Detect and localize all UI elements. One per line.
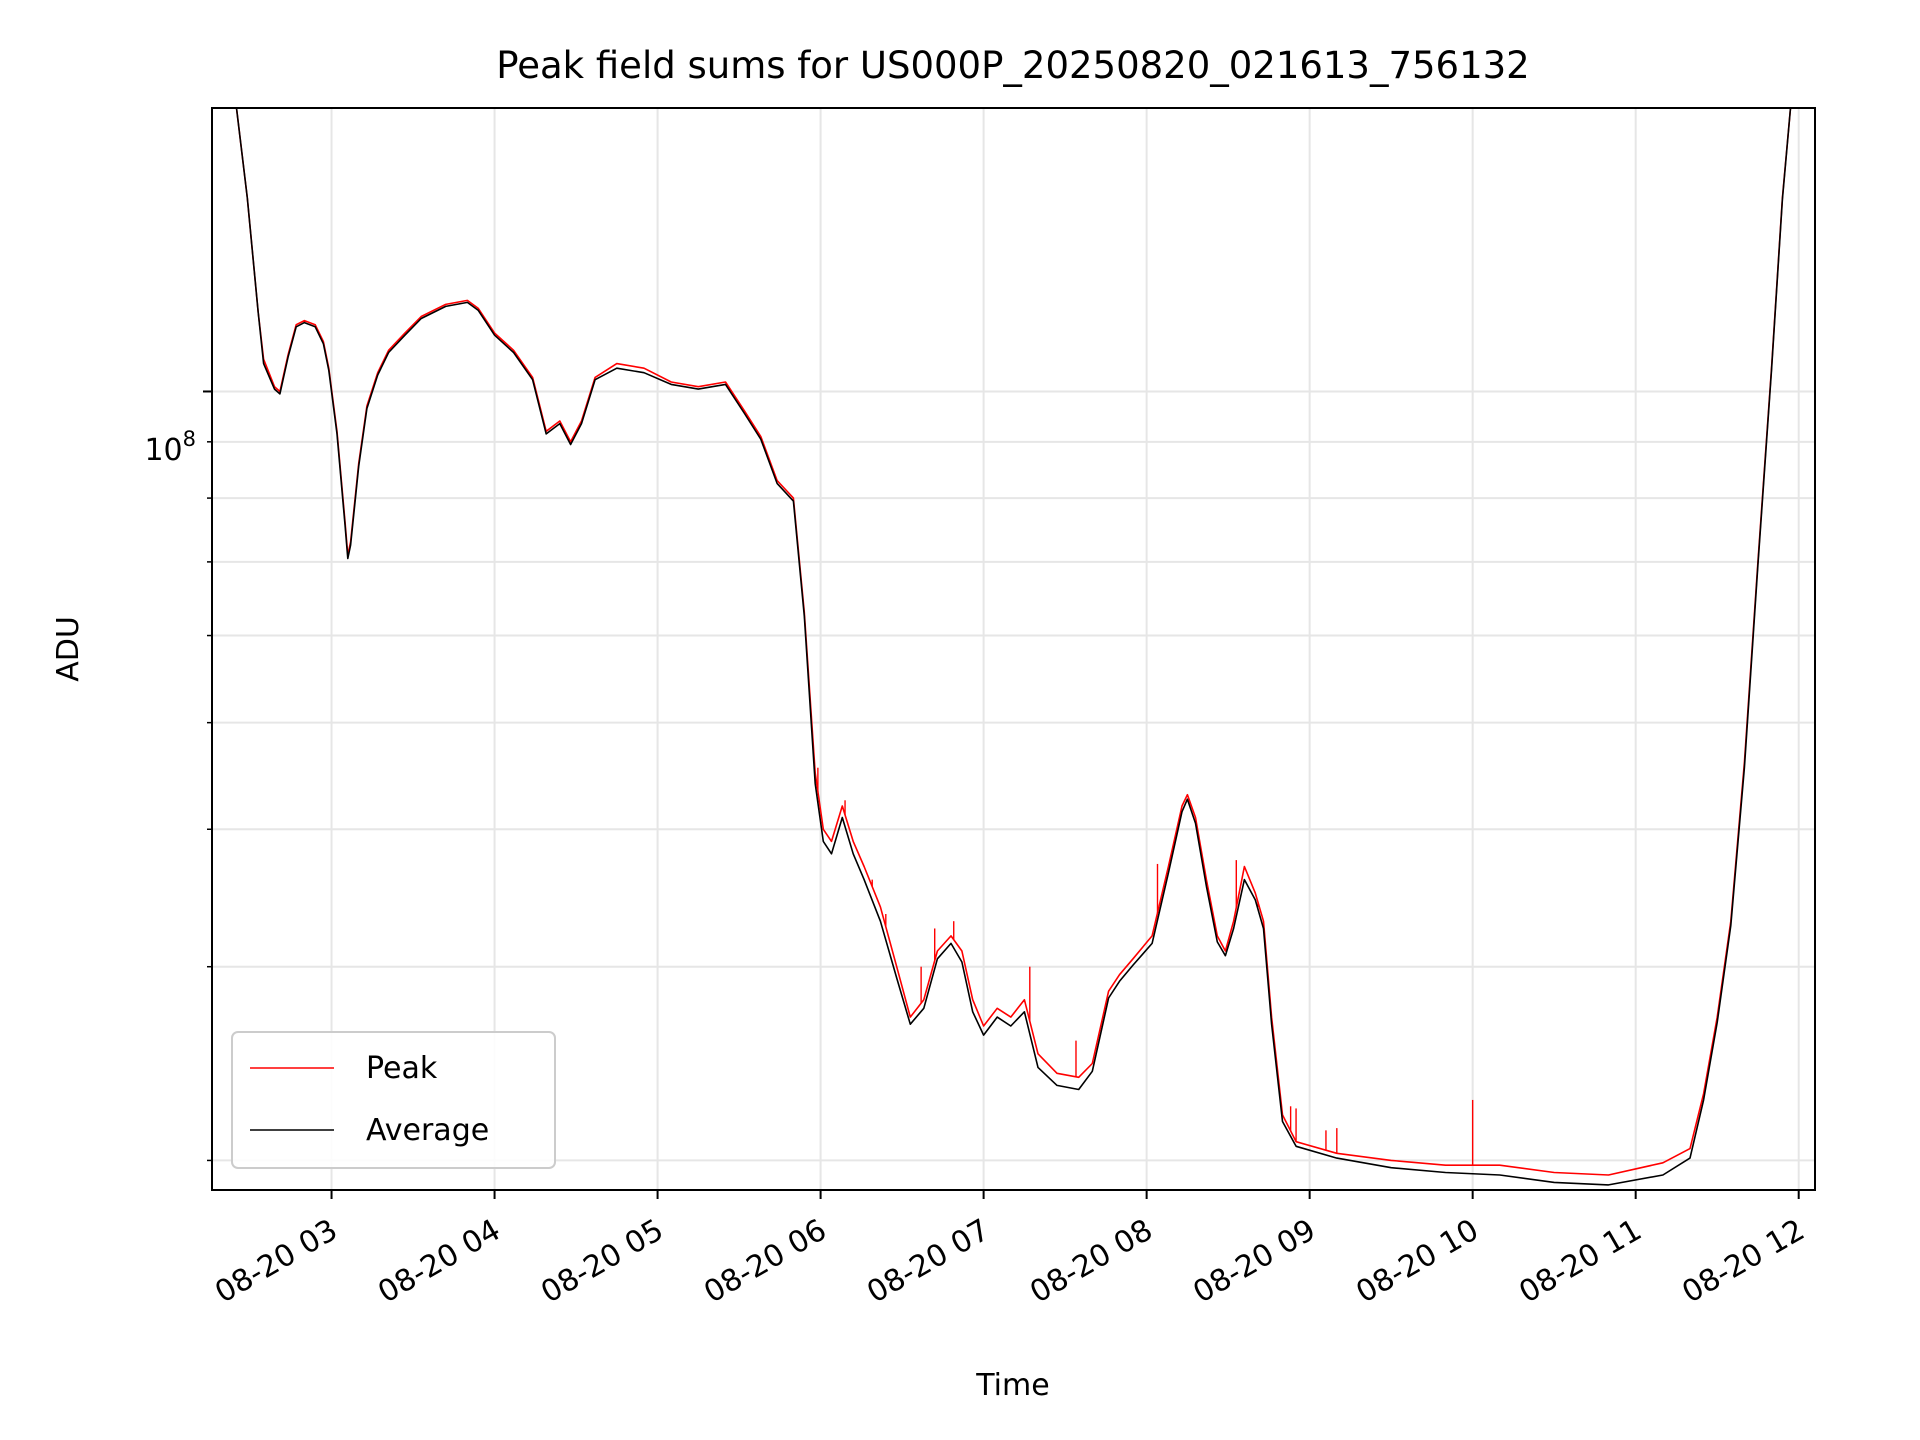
legend-label-average: Average bbox=[366, 1113, 489, 1148]
y-tick-exponent: 8 bbox=[183, 427, 196, 451]
axis-ticks bbox=[203, 390, 1800, 1199]
legend: Peak Average bbox=[231, 1031, 556, 1169]
legend-box bbox=[231, 1031, 556, 1169]
series-lines bbox=[212, 108, 1815, 1186]
y-axis-label: ADU bbox=[51, 616, 86, 682]
legend-label-peak: Peak bbox=[366, 1051, 438, 1086]
plot-frame bbox=[211, 107, 1816, 1191]
series-line-average bbox=[212, 108, 1815, 1186]
grid bbox=[212, 108, 1815, 1190]
y-tick-label-1e8: 108 bbox=[144, 427, 196, 468]
chart-title: Peak field sums for US000P_20250820_0216… bbox=[496, 44, 1529, 87]
y-tick-base: 10 bbox=[144, 433, 182, 468]
x-axis-label: Time bbox=[975, 1368, 1049, 1403]
